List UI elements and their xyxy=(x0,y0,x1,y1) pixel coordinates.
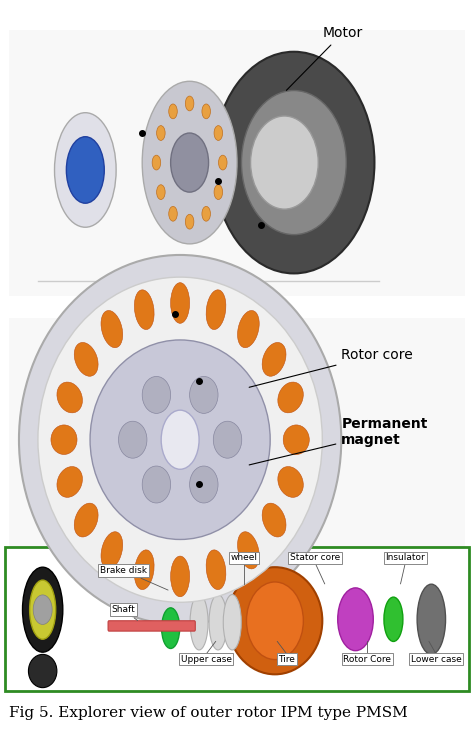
Text: Rotor core: Rotor core xyxy=(249,348,413,387)
Ellipse shape xyxy=(278,382,303,413)
Ellipse shape xyxy=(246,582,303,659)
Ellipse shape xyxy=(101,532,123,569)
Ellipse shape xyxy=(214,126,223,140)
Ellipse shape xyxy=(134,550,154,590)
Ellipse shape xyxy=(213,421,242,458)
Ellipse shape xyxy=(74,342,98,376)
Ellipse shape xyxy=(162,607,180,649)
Ellipse shape xyxy=(185,214,194,229)
Ellipse shape xyxy=(337,588,373,650)
Ellipse shape xyxy=(202,206,210,221)
Ellipse shape xyxy=(251,116,318,209)
Ellipse shape xyxy=(101,310,123,347)
Circle shape xyxy=(161,410,199,469)
Ellipse shape xyxy=(202,104,210,119)
Ellipse shape xyxy=(142,376,171,413)
Ellipse shape xyxy=(223,594,241,650)
Ellipse shape xyxy=(228,568,322,674)
Text: Lower case: Lower case xyxy=(410,655,462,664)
Ellipse shape xyxy=(190,466,218,503)
Ellipse shape xyxy=(241,90,346,234)
Text: Brake disk: Brake disk xyxy=(100,566,168,590)
Circle shape xyxy=(171,133,209,192)
Ellipse shape xyxy=(262,342,286,376)
Ellipse shape xyxy=(237,532,259,569)
Text: Fig 5. Explorer view of outer rotor IPM type PMSM: Fig 5. Explorer view of outer rotor IPM … xyxy=(9,706,408,720)
Text: Insulator: Insulator xyxy=(385,554,425,562)
Ellipse shape xyxy=(74,503,98,537)
Text: wheel: wheel xyxy=(231,554,257,562)
Circle shape xyxy=(33,595,52,624)
Text: Tire: Tire xyxy=(278,655,295,664)
Ellipse shape xyxy=(57,466,82,497)
FancyBboxPatch shape xyxy=(108,621,195,631)
Ellipse shape xyxy=(90,340,270,539)
Ellipse shape xyxy=(206,290,226,330)
Bar xyxy=(9,318,465,562)
Ellipse shape xyxy=(185,96,194,111)
Text: Stator core: Stator core xyxy=(290,554,340,562)
Text: Shaft: Shaft xyxy=(111,605,137,621)
Ellipse shape xyxy=(57,382,82,413)
Ellipse shape xyxy=(206,550,226,590)
Ellipse shape xyxy=(213,52,374,273)
Text: Permanent
magnet: Permanent magnet xyxy=(249,418,428,465)
Ellipse shape xyxy=(190,594,208,650)
Ellipse shape xyxy=(237,310,259,347)
Text: Upper case: Upper case xyxy=(181,655,232,664)
Ellipse shape xyxy=(169,206,177,221)
Ellipse shape xyxy=(156,126,165,140)
Ellipse shape xyxy=(134,290,154,330)
Ellipse shape xyxy=(118,421,147,458)
Ellipse shape xyxy=(29,580,55,639)
Ellipse shape xyxy=(51,425,77,454)
Ellipse shape xyxy=(142,81,237,244)
Ellipse shape xyxy=(38,277,322,602)
Ellipse shape xyxy=(262,503,286,537)
Ellipse shape xyxy=(278,466,303,497)
Ellipse shape xyxy=(169,104,177,119)
Bar xyxy=(5,547,469,691)
Ellipse shape xyxy=(142,466,171,503)
Ellipse shape xyxy=(55,112,116,228)
Ellipse shape xyxy=(28,655,57,687)
Ellipse shape xyxy=(19,255,341,624)
Ellipse shape xyxy=(22,568,63,653)
Ellipse shape xyxy=(66,137,104,203)
Text: Motor: Motor xyxy=(286,27,363,90)
Ellipse shape xyxy=(219,155,227,170)
Ellipse shape xyxy=(152,155,161,170)
Ellipse shape xyxy=(171,556,190,597)
Text: Rotor Core: Rotor Core xyxy=(343,655,392,664)
Ellipse shape xyxy=(417,584,446,655)
Ellipse shape xyxy=(190,376,218,413)
Ellipse shape xyxy=(156,185,165,200)
Ellipse shape xyxy=(283,425,310,454)
Ellipse shape xyxy=(209,594,227,650)
Ellipse shape xyxy=(384,597,403,641)
Ellipse shape xyxy=(214,185,223,200)
Ellipse shape xyxy=(171,282,190,323)
Bar xyxy=(9,30,465,296)
